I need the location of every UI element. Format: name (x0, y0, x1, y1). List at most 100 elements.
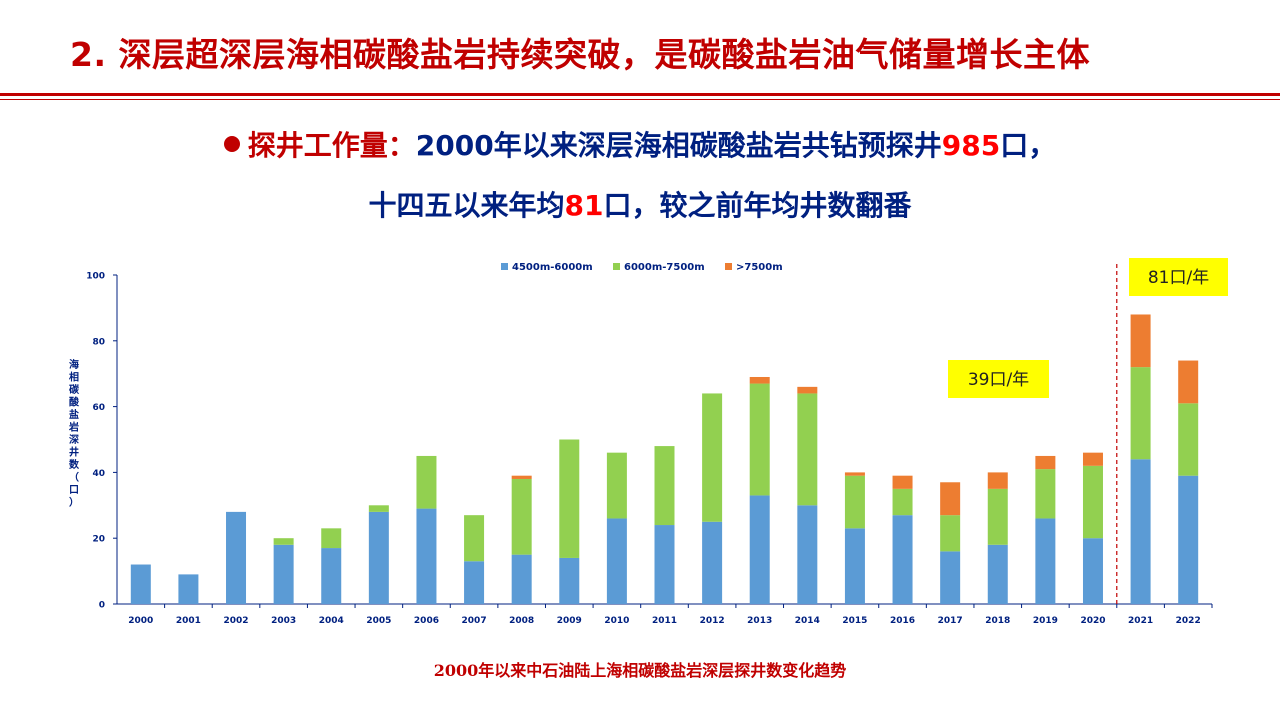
x-tick-label: 2012 (700, 616, 725, 626)
bar-segment (1178, 360, 1199, 404)
x-tick-label: 2008 (509, 616, 534, 626)
chart-caption: 2000年以来中石油陆上海相碳酸盐岩深层探井数变化趋势 (433, 661, 847, 680)
bar-segment (1082, 538, 1103, 604)
bullet-text-1b: 口， (1000, 129, 1057, 162)
bar-segment (987, 472, 1008, 489)
legend-swatch (501, 263, 508, 270)
bar-segment (464, 515, 485, 562)
bar-segment (321, 528, 342, 549)
bar-segment (892, 515, 913, 604)
bar-segment (273, 544, 294, 604)
x-tick-label: 2020 (1080, 616, 1105, 626)
bar-segment (464, 561, 485, 604)
bar-segment (749, 376, 770, 384)
bar-segment (226, 511, 247, 604)
bar-segment (368, 511, 389, 604)
x-tick-label: 2009 (557, 616, 582, 626)
x-tick-label: 2004 (319, 616, 344, 626)
x-tick-label: 2007 (462, 616, 487, 626)
bar-segment (797, 393, 818, 506)
bar-segment (1130, 314, 1151, 368)
y-axis-title-char: 岩 (68, 421, 79, 434)
bullet-label: 探井工作量： (247, 129, 416, 162)
x-tick-label: 2013 (747, 616, 772, 626)
bullet-line-2: 十四五以来年均81口，较之前年均井数翻番 (0, 184, 1280, 244)
legend-swatch (613, 263, 620, 270)
bar-segment (1082, 452, 1103, 466)
bullet-text-1a: 2000年以来深层海相碳酸盐岩共钻预探井 (415, 129, 942, 162)
bar-segment (844, 475, 865, 529)
bullet-text-2b: 口，较之前年均井数翻番 (603, 189, 912, 222)
bar-segment (940, 551, 961, 604)
bar-segment (273, 538, 294, 545)
bar-segment (416, 508, 437, 604)
y-axis-title-char: 数 (69, 458, 80, 471)
x-tick-label: 2010 (604, 616, 629, 626)
bullet-block: 探井工作量：2000年以来深层海相碳酸盐岩共钻预探井985口， 十四五以来年均8… (0, 124, 1280, 244)
bullet-line-1: 探井工作量：2000年以来深层海相碳酸盐岩共钻预探井985口， (0, 124, 1280, 184)
bar-segment (1035, 518, 1056, 604)
y-tick-label: 80 (92, 337, 105, 347)
y-axis-title-char: 口 (69, 485, 79, 496)
x-tick-label: 2000 (128, 616, 153, 626)
x-tick-label: 2015 (842, 616, 867, 626)
bar-segment (844, 472, 865, 476)
x-tick-label: 2021 (1128, 616, 1153, 626)
bar-segment (321, 548, 342, 604)
annotation-callout (948, 360, 1049, 398)
y-axis-title-char: 相 (69, 371, 79, 384)
y-axis-title-char: 酸 (69, 396, 80, 409)
bar-segment (844, 528, 865, 604)
y-tick-label: 0 (99, 601, 105, 611)
bar-segment (559, 439, 580, 558)
y-axis-title-char: 深 (69, 433, 79, 446)
title-divider-thick (0, 93, 1280, 96)
bar-segment (1035, 455, 1056, 470)
bar-segment (654, 525, 675, 604)
bar-segment (892, 475, 913, 489)
bar-segment (1082, 465, 1103, 539)
bar-segment (797, 386, 818, 394)
annotation-label: 81口/年 (1148, 268, 1209, 288)
bar-segment (749, 495, 770, 604)
y-axis-title-char: ） (69, 496, 79, 509)
x-tick-label: 2002 (223, 616, 248, 626)
x-tick-label: 2005 (366, 616, 391, 626)
annotation-label: 39口/年 (968, 370, 1029, 390)
y-tick-label: 60 (92, 403, 105, 413)
legend-swatch (725, 263, 732, 270)
bar-segment (702, 393, 723, 522)
y-tick-label: 100 (86, 272, 105, 282)
bar-segment (654, 446, 675, 526)
x-tick-label: 2022 (1176, 616, 1201, 626)
bar-segment (797, 505, 818, 604)
bar-segment (1035, 469, 1056, 519)
slide-title: 2. 深层超深层海相碳酸盐岩持续突破，是碳酸盐岩油气储量增长主体 (70, 35, 1090, 74)
x-tick-label: 2016 (890, 616, 915, 626)
bar-segment (368, 505, 389, 512)
bar-segment (940, 515, 961, 552)
x-tick-label: 2019 (1033, 616, 1058, 626)
bar-segment (702, 521, 723, 604)
legend-label: 6000m-7500m (624, 262, 705, 273)
bullet-number-81: 81 (564, 189, 604, 222)
bar-segment (511, 475, 532, 479)
bar-segment (987, 488, 1008, 545)
bar-segment (559, 557, 580, 604)
bullet-text-2a: 十四五以来年均 (368, 189, 565, 222)
bar-segment (130, 564, 151, 604)
bullet-number-985: 985 (941, 129, 1001, 162)
x-tick-label: 2017 (938, 616, 963, 626)
bar-segment (940, 482, 961, 516)
x-tick-label: 2018 (985, 616, 1010, 626)
bar-segment (892, 488, 913, 516)
x-tick-label: 2011 (652, 616, 677, 626)
y-axis-title-char: 盐 (69, 408, 79, 421)
y-axis-title-char: 碳 (69, 383, 80, 396)
legend-label: >7500m (736, 262, 783, 273)
bar-segment (511, 554, 532, 604)
legend-label: 4500m-6000m (512, 262, 593, 273)
bar-segment (1130, 367, 1151, 460)
bar-segment (606, 518, 627, 604)
